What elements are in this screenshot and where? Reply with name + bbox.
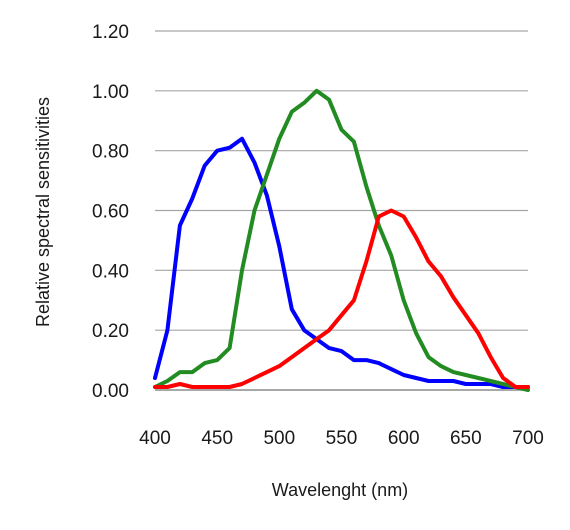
x-tick-labels: 400 450 500 550 600 650 700 bbox=[139, 428, 544, 449]
gridlines bbox=[155, 30, 528, 391]
x-tick-label: 450 bbox=[201, 428, 233, 449]
y-tick-labels: 0.00 0.20 0.40 0.60 0.80 1.00 1.20 bbox=[92, 22, 129, 402]
y-axis-title: Relative spectral sensitivities bbox=[33, 97, 53, 327]
green-sensitivity-line bbox=[153, 88, 530, 392]
x-tick-label: 700 bbox=[512, 428, 544, 449]
blue-sensitivity-line bbox=[153, 136, 530, 389]
y-tick-label: 0.60 bbox=[92, 202, 129, 223]
y-tick-label: 0.20 bbox=[92, 321, 129, 342]
x-tick-label: 400 bbox=[139, 428, 171, 449]
series-lines bbox=[153, 88, 530, 392]
y-tick-label: 1.20 bbox=[92, 22, 129, 43]
x-tick-label: 550 bbox=[326, 428, 358, 449]
y-tick-label: 0.80 bbox=[92, 142, 129, 163]
y-tick-label: 0.00 bbox=[92, 381, 129, 402]
y-tick-label: 0.40 bbox=[92, 261, 129, 282]
x-tick-label: 500 bbox=[263, 428, 295, 449]
x-axis-title: Wavelenght (nm) bbox=[272, 480, 408, 500]
y-tick-label: 1.00 bbox=[92, 82, 129, 103]
x-tick-label: 600 bbox=[388, 428, 420, 449]
x-tick-label: 650 bbox=[450, 428, 482, 449]
red-sensitivity-line bbox=[153, 208, 530, 389]
